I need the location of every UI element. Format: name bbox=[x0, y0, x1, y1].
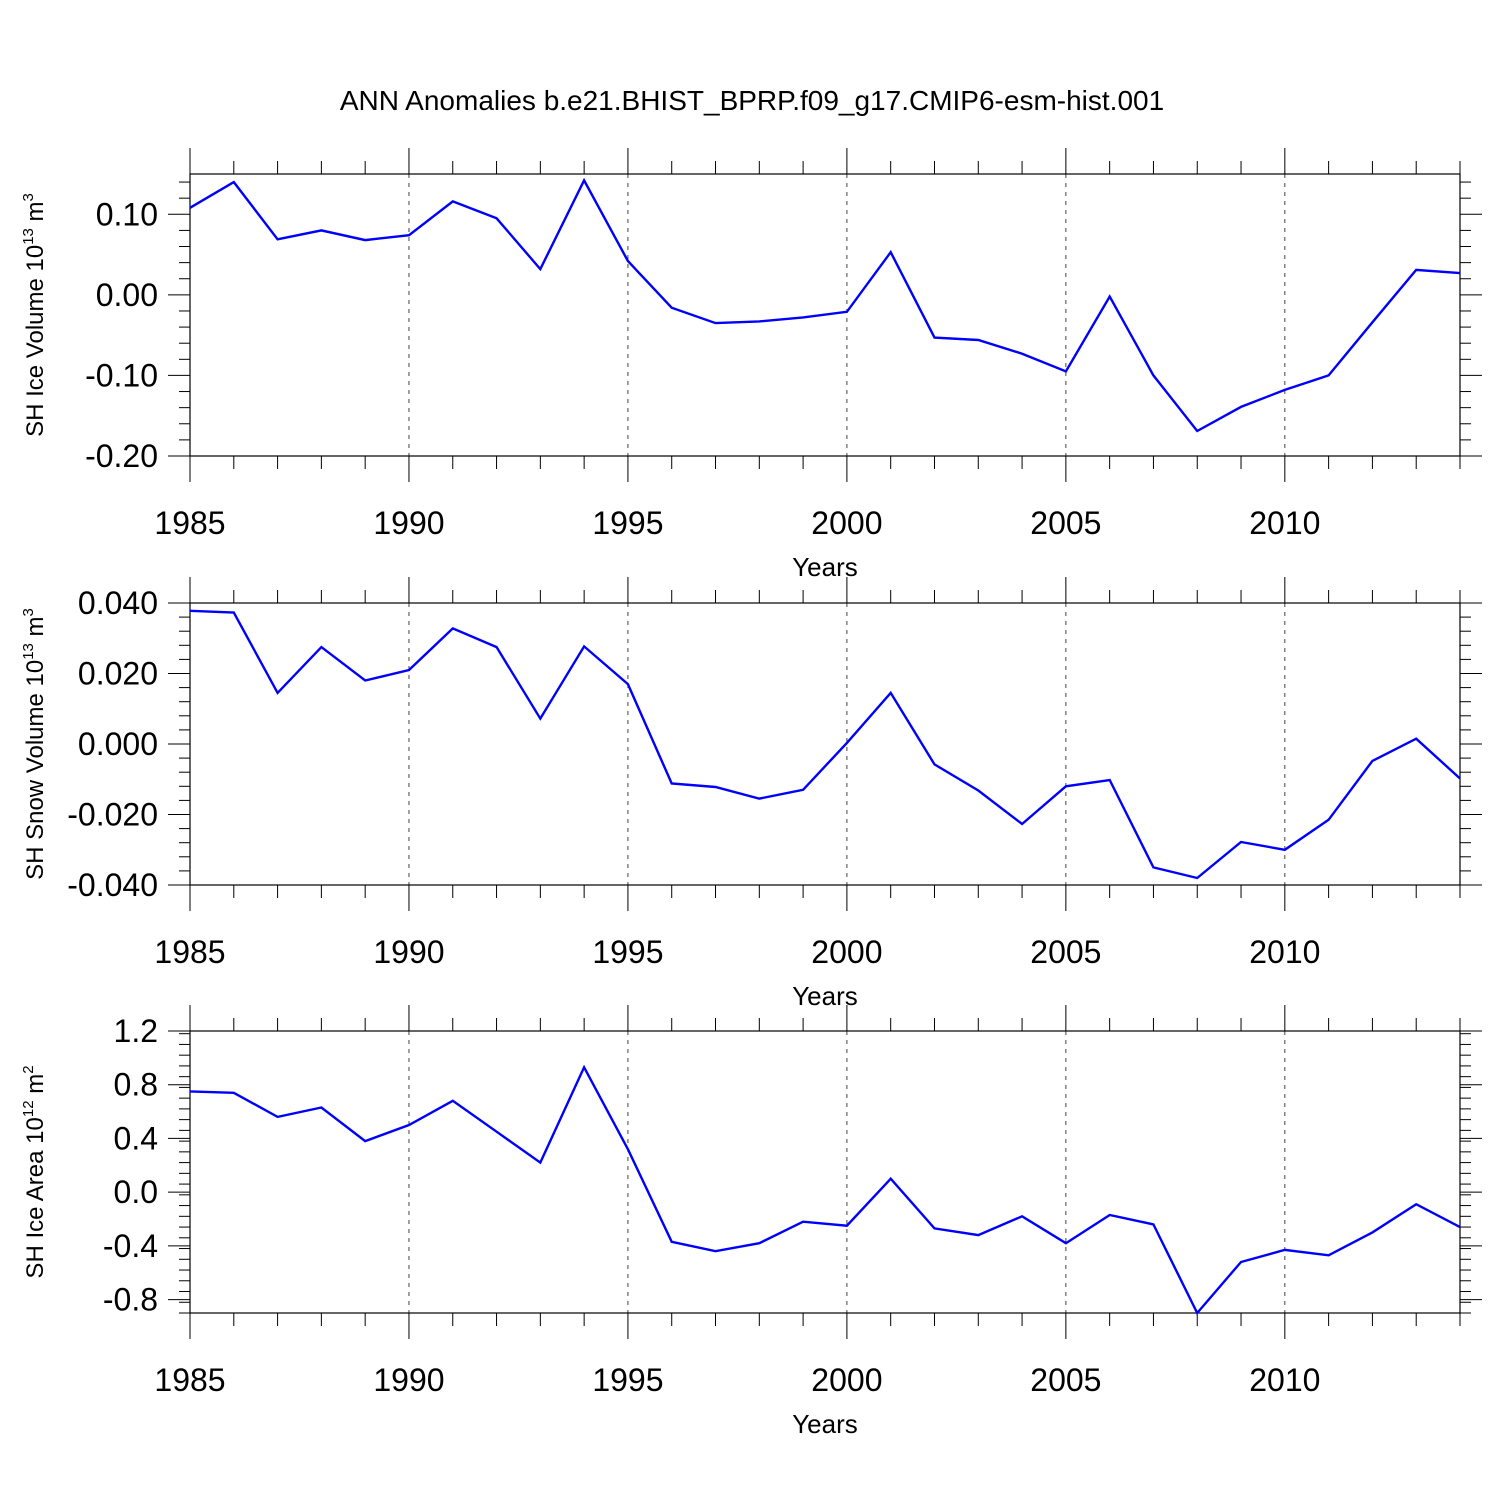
y-axis-label: SH Snow Volume 1013 m3 bbox=[20, 608, 49, 880]
x-tick-label: 2010 bbox=[1249, 934, 1320, 970]
y-tick-label: 0.0 bbox=[114, 1174, 158, 1210]
x-tick-label: 1985 bbox=[154, 1362, 225, 1398]
x-tick-label: 1985 bbox=[154, 934, 225, 970]
x-axis-label: Years bbox=[792, 981, 858, 1011]
y-tick-label: 0.4 bbox=[114, 1120, 158, 1156]
y-tick-label: -0.040 bbox=[67, 867, 158, 903]
x-tick-label: 2010 bbox=[1249, 1362, 1320, 1398]
y-tick-label: 0.8 bbox=[114, 1067, 158, 1103]
x-tick-label: 2005 bbox=[1030, 934, 1101, 970]
x-tick-label: 2005 bbox=[1030, 505, 1101, 541]
x-axis-label: Years bbox=[792, 552, 858, 582]
panels-group: -0.20 -0.10 0.00 0.10 1985 1990 1995 2000 2005 20… bbox=[20, 148, 1482, 1439]
y-tick-label: 1.2 bbox=[114, 1013, 158, 1049]
panel-1: -0.20 -0.10 0.00 0.10 1985 1990 1995 2000 2005 20… bbox=[20, 148, 1482, 582]
series-line bbox=[189, 177, 1461, 433]
y-tick-label: -0.10 bbox=[85, 357, 158, 393]
x-tick-label: 2010 bbox=[1249, 505, 1320, 541]
x-tick-label: 1990 bbox=[373, 934, 444, 970]
y-tick-label: 0.000 bbox=[78, 726, 158, 762]
plot-frame bbox=[189, 602, 1461, 886]
plot-frame bbox=[189, 173, 1461, 457]
x-tick-label: 1995 bbox=[592, 1362, 663, 1398]
y-axis-label: SH Ice Volume 1013 m3 bbox=[20, 193, 49, 437]
x-tick-label: 2000 bbox=[811, 1362, 882, 1398]
y-axis-label: SH Ice Area 1012 m2 bbox=[20, 1065, 49, 1278]
x-tick-label: 1995 bbox=[592, 934, 663, 970]
y-tick-label: -0.20 bbox=[85, 438, 158, 474]
y-tick-label: 0.020 bbox=[78, 656, 158, 692]
x-tick-label: 2005 bbox=[1030, 1362, 1101, 1398]
y-tick-label: 0.040 bbox=[78, 585, 158, 621]
y-tick-label: -0.8 bbox=[103, 1282, 158, 1318]
x-tick-label: 1985 bbox=[154, 505, 225, 541]
x-tick-label: 1990 bbox=[373, 505, 444, 541]
x-tick-label: 1995 bbox=[592, 505, 663, 541]
y-tick-label: -0.020 bbox=[67, 797, 158, 833]
y-tick-label: -0.4 bbox=[103, 1228, 158, 1264]
series-line bbox=[189, 1064, 1461, 1316]
plot-frame bbox=[189, 1030, 1461, 1314]
y-tick-label: 0.10 bbox=[96, 196, 158, 232]
y-tick-label: 0.00 bbox=[96, 277, 158, 313]
x-axis-label: Years bbox=[792, 1409, 858, 1439]
x-tick-label: 2000 bbox=[811, 934, 882, 970]
panel-3: -0.8 -0.4 0.0 0.4 0.8 1.2 1985 1990 1995 2000 2005… bbox=[20, 1005, 1482, 1439]
x-tick-label: 1990 bbox=[373, 1362, 444, 1398]
series-line bbox=[189, 609, 1461, 880]
panel-2: -0.040 -0.020 0.000 0.020 0.040 1985 1990 1995 2… bbox=[20, 577, 1482, 1011]
chart-title: ANN Anomalies b.e21.BHIST_BPRP.f09_g17.C… bbox=[340, 85, 1164, 116]
x-tick-label: 2000 bbox=[811, 505, 882, 541]
